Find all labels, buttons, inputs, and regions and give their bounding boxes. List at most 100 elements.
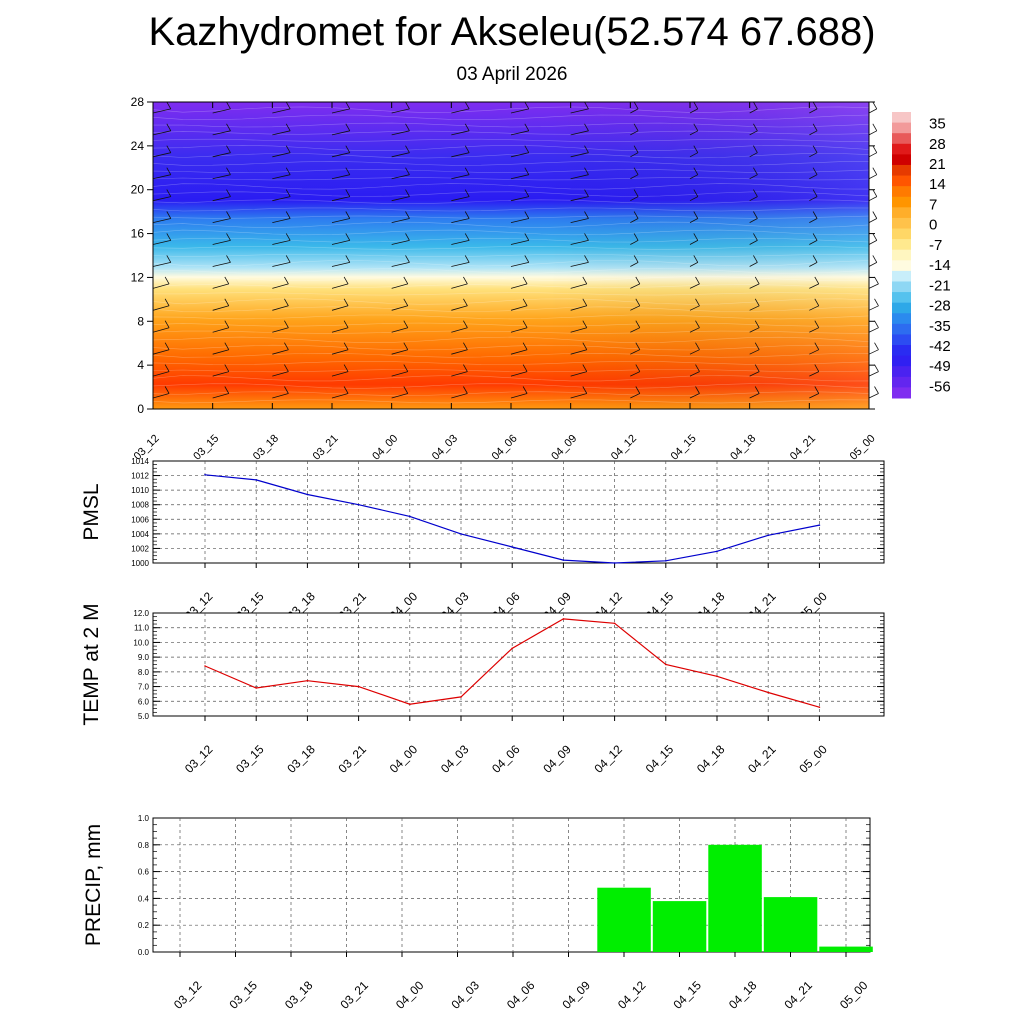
- wind-barb: [510, 108, 529, 114]
- wind-barb-flag: [345, 123, 351, 131]
- wind-barb-flag: [693, 167, 699, 175]
- colorbar-label: -21: [929, 277, 951, 294]
- wind-barb: [272, 371, 289, 377]
- colorbar-label: -42: [929, 338, 951, 355]
- wind-barb-flag: [226, 123, 231, 131]
- wind-barb: [570, 349, 587, 355]
- temp-frame: [152, 612, 885, 717]
- x-tick-label: 04_06: [490, 433, 520, 463]
- wind-barb-flag: [226, 211, 231, 219]
- wind-barb: [152, 305, 170, 311]
- wind-barb-flag: [226, 167, 231, 175]
- wind-barb-flag: [584, 189, 589, 197]
- contour-line: [152, 229, 870, 236]
- wind-barb-flag: [633, 189, 639, 197]
- wind-barb-flag: [633, 145, 639, 153]
- precip-x-tick-label: 04_00: [393, 978, 427, 1012]
- wind-barb: [391, 327, 408, 333]
- temp-x-tick-label: 04_21: [745, 742, 779, 776]
- wind-barb: [630, 196, 639, 202]
- temp-y-tick-label: 12.0: [133, 609, 149, 618]
- wind-barb: [510, 196, 529, 202]
- colorbar-label: 35: [929, 116, 946, 133]
- wind-barb: [152, 196, 171, 202]
- precip-x-tick-label: 05_00: [837, 978, 871, 1012]
- pmsl-data-point: [204, 474, 206, 476]
- colorbar-segment: [892, 175, 911, 187]
- wind-barb: [809, 305, 819, 311]
- wind-barb: [212, 327, 229, 333]
- wind-barb-flag: [522, 364, 528, 372]
- wind-barb: [272, 196, 291, 202]
- wind-barb-flag: [464, 101, 470, 110]
- wind-barb: [868, 108, 877, 114]
- pmsl-y-tick-label: 1002: [131, 544, 149, 553]
- temp-x-tick-label: 04_00: [387, 742, 421, 776]
- wind-barb: [272, 393, 289, 399]
- wind-barb-flag: [166, 123, 172, 131]
- temp-y-tick-label: 10.0: [133, 638, 149, 647]
- wind-barb: [868, 393, 879, 399]
- wind-barb: [451, 327, 468, 333]
- wind-barb-flag: [872, 255, 878, 263]
- colorbar-segment: [892, 217, 911, 230]
- colorbar-label: 7: [929, 196, 937, 213]
- wind-barb: [868, 371, 879, 377]
- wind-barb: [868, 218, 877, 223]
- wind-barb-flag: [405, 255, 410, 263]
- wind-barb: [868, 327, 879, 333]
- precip-x-tick-label: 03_15: [226, 978, 260, 1012]
- wind-barb: [451, 174, 470, 180]
- wind-barb: [749, 108, 758, 114]
- contour-line: [152, 322, 870, 327]
- wind-barb: [749, 283, 760, 289]
- colorbar-label: 0: [929, 217, 937, 234]
- wind-barb-flag: [285, 167, 291, 175]
- contour-line: [152, 122, 870, 128]
- wind-barb-flag: [403, 320, 409, 328]
- wind-barb: [689, 305, 700, 311]
- wind-barb-flag: [403, 342, 409, 350]
- wind-barb: [689, 152, 698, 158]
- colorbar-segment: [892, 196, 911, 208]
- wind-barb: [809, 240, 818, 245]
- contour-line: [152, 391, 870, 396]
- wind-barb-flag: [522, 342, 528, 350]
- wind-barb: [630, 283, 640, 289]
- wind-barb-flag: [582, 342, 588, 350]
- temp-y-tick-label: 11.0: [134, 624, 150, 633]
- wind-barb-flag: [635, 342, 641, 350]
- wind-barb: [510, 262, 529, 267]
- contour-line: [152, 245, 870, 250]
- wind-barb-flag: [285, 123, 291, 131]
- x-tick-label: 03_15: [191, 433, 221, 463]
- wind-barb-flag: [405, 233, 410, 241]
- y-tick-label: 16: [131, 227, 145, 241]
- wind-barb-flag: [522, 320, 528, 328]
- wind-barb-flag: [635, 386, 641, 394]
- wind-barb: [331, 283, 349, 289]
- wind-barb: [152, 349, 170, 355]
- wind-barb: [809, 108, 818, 114]
- wind-barb-flag: [464, 145, 470, 153]
- colorbar-label: -56: [929, 378, 951, 395]
- wind-barb: [272, 327, 289, 333]
- wind-barb-flag: [343, 386, 349, 394]
- contour-line: [152, 207, 870, 212]
- wind-barb: [391, 130, 410, 136]
- wind-barb: [570, 174, 589, 180]
- colorbar-segment: [892, 154, 911, 166]
- colorbar-segment: [892, 366, 911, 378]
- pmsl-data-point: [511, 546, 513, 548]
- wind-barb-flag: [463, 320, 468, 328]
- wind-barb: [272, 174, 291, 180]
- colorbar-segment: [892, 355, 911, 367]
- wind-barb-flag: [812, 233, 818, 241]
- wind-barb-flag: [226, 255, 231, 263]
- pmsl-data-point: [613, 562, 616, 564]
- cross-section-field-shade: [153, 102, 869, 409]
- temp-x-tick-label: 03_12: [182, 742, 216, 776]
- wind-barb: [749, 152, 758, 158]
- wind-barb: [749, 196, 758, 202]
